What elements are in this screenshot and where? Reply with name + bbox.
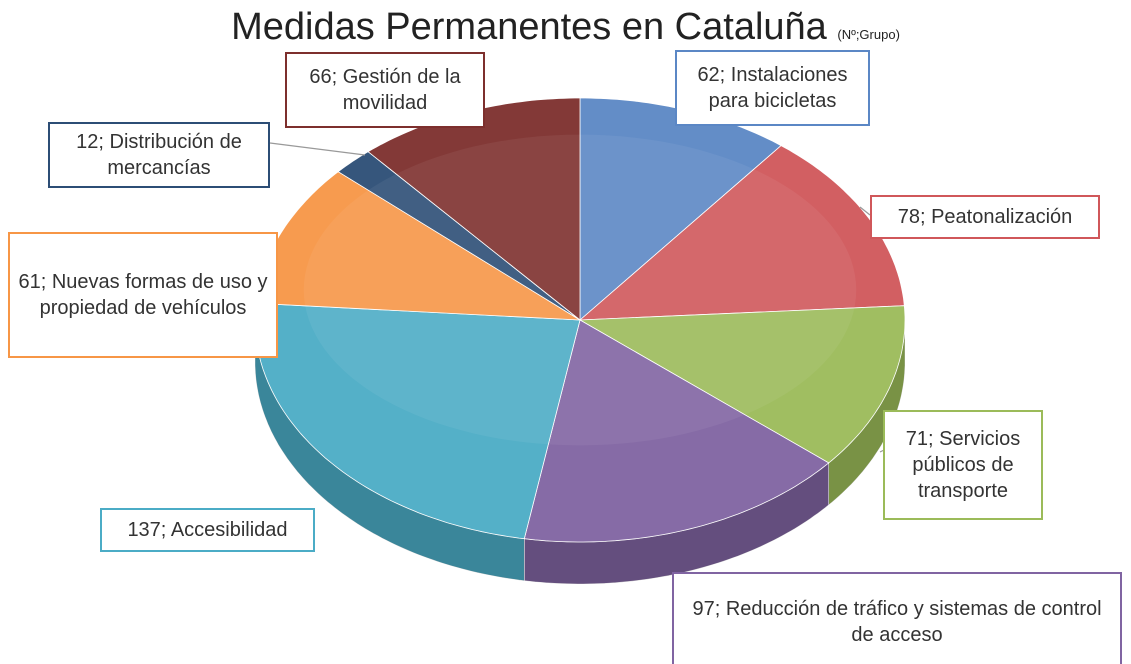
slice-side-shade (524, 462, 829, 584)
data-label: 66; Gestión de la movilidad (285, 52, 485, 128)
chart-title: Medidas Permanentes en Cataluña (231, 6, 827, 48)
slice (337, 151, 581, 321)
slice-side-shade (255, 320, 525, 581)
title-block: Medidas Permanentes en Cataluña (Nº;Grup… (0, 6, 1131, 49)
slice-side-shade (828, 320, 905, 505)
slice (578, 145, 905, 321)
data-label: 137; Accesibilidad (100, 508, 315, 552)
leader-line (859, 206, 871, 216)
data-label: 78; Peatonalización (870, 195, 1100, 239)
leader-line (269, 142, 366, 156)
data-label: 61; Nuevas formas de uso y propiedad de … (8, 232, 278, 358)
slice (578, 305, 906, 464)
data-label: 71; Servicios públicos de transporte (883, 410, 1043, 520)
chart-subtitle: (Nº;Grupo) (837, 27, 900, 42)
slice (523, 319, 830, 543)
data-label: 12; Distribución de mercancías (48, 122, 270, 188)
data-label: 97; Reducción de tráfico y sistemas de c… (672, 572, 1122, 664)
pie-highlight (303, 134, 857, 446)
data-label: 62; Instalaciones para bicicletas (675, 50, 870, 126)
